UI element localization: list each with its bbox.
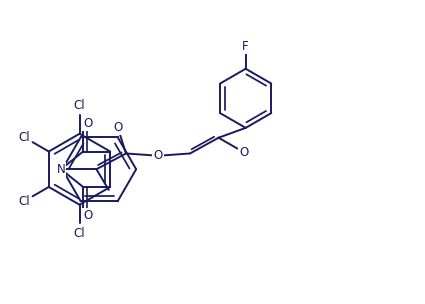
Text: O: O — [113, 121, 122, 134]
Text: O: O — [153, 149, 163, 162]
Text: O: O — [83, 209, 93, 222]
Text: Cl: Cl — [74, 227, 85, 240]
Text: Cl: Cl — [74, 99, 85, 112]
Text: Cl: Cl — [18, 195, 30, 208]
Text: O: O — [83, 117, 93, 130]
Text: Cl: Cl — [18, 131, 30, 144]
Text: F: F — [242, 40, 249, 53]
Text: N: N — [57, 163, 65, 176]
Text: O: O — [239, 146, 248, 159]
